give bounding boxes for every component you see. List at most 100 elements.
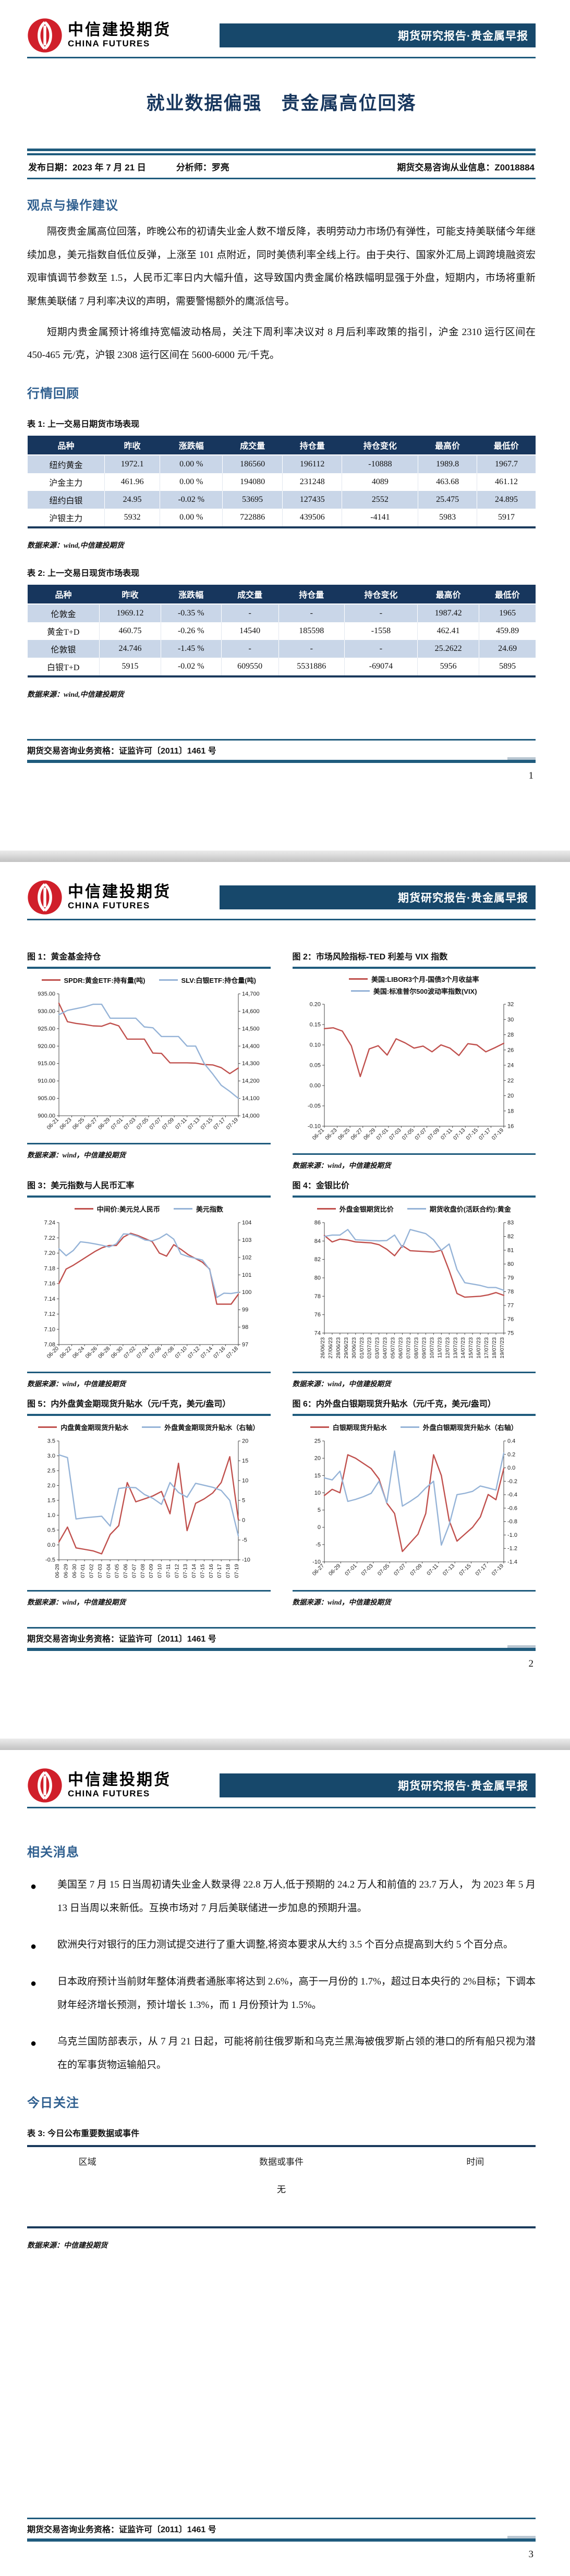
- svg-text:06-26: 06-26: [84, 1346, 99, 1360]
- table-cell: 沪银主力: [49, 514, 83, 523]
- chart-legend: 白银期现货升贴水 外盘白银期现货升贴水（右轴）: [293, 1421, 536, 1433]
- footer-rule-thin: [27, 2518, 536, 2519]
- svg-text:25: 25: [314, 1438, 321, 1445]
- table-cell: 25.475: [418, 490, 477, 509]
- svg-text:07-11: 07-11: [440, 1127, 454, 1141]
- figure-source: 数据来源：wind，中信建投期货: [27, 1380, 126, 1388]
- table-cell: 460.75: [99, 622, 161, 640]
- svg-text:06-27: 06-27: [349, 1127, 364, 1142]
- svg-text:910.00: 910.00: [38, 1078, 56, 1084]
- svg-text:07-18: 07-18: [225, 1346, 240, 1360]
- svg-text:15/07/23: 15/07/23: [468, 1337, 474, 1359]
- svg-text:18: 18: [507, 1108, 514, 1114]
- table-cell: 5915: [99, 657, 161, 676]
- legend-label: 白银期现货升贴水: [332, 1423, 387, 1432]
- legend-item: 美元指数: [173, 1204, 223, 1214]
- figure-source-rule: [292, 1372, 536, 1373]
- table-cell: -1.45 %: [161, 639, 222, 658]
- table-cell: 1989.8: [418, 454, 477, 473]
- svg-text:07-16: 07-16: [208, 1564, 214, 1578]
- table-header-cell: 成交量: [221, 584, 279, 605]
- table-cell: 25.2622: [417, 639, 479, 658]
- svg-text:-0.10: -0.10: [308, 1124, 321, 1130]
- chart-legend: 中间价:美元兑人民币 美元指数: [27, 1203, 271, 1214]
- brand-name-en: CHINA FUTURES: [68, 1788, 150, 1798]
- page-1: 中信建投期货 CHINA FUTURES 期货研究报告·贵金属早报 就业数据偏强…: [0, 0, 570, 851]
- legend-label: 期货收盘价(活跃合约):黄金: [429, 1205, 511, 1213]
- svg-text:24: 24: [507, 1063, 514, 1069]
- table-cell: 14540: [221, 622, 279, 640]
- table-cell: 1969.12: [99, 603, 161, 622]
- svg-text:20: 20: [314, 1456, 321, 1462]
- svg-text:80: 80: [507, 1261, 514, 1267]
- figure-caption: 图 3：美元指数与人民币汇率: [27, 1181, 135, 1190]
- futures-market-table: 品种 昨收 涨跌幅 成交量 持仓量 持仓变化 最高价 最低价 纽约黄金 1972.1 0.00 % 1…: [27, 435, 536, 528]
- svg-text:5: 5: [242, 1498, 245, 1504]
- svg-text:-0.8: -0.8: [507, 1519, 517, 1525]
- svg-text:06-30: 06-30: [71, 1564, 78, 1578]
- svg-text:0.5: 0.5: [47, 1527, 55, 1534]
- table2-source: 数据来源：wind,中信建投期货: [27, 691, 124, 699]
- svg-text:0.0: 0.0: [47, 1542, 55, 1548]
- svg-text:06-22: 06-22: [58, 1346, 73, 1360]
- report-title: 就业数据偏强 贵金属高位回落: [146, 93, 417, 114]
- legend-item: 美国:LIBOR3个月-国债3个月收益率: [348, 974, 479, 984]
- figure-caption: 图 2：市场风险指标-TED 利差与 VIX 指数: [292, 953, 448, 962]
- line-chart-fig6: -10 -5 0 5 10 15 20 25 -1.4 -1.2 -1.0 -0.8 -0.6 -0.4 -…: [311, 1438, 517, 1577]
- legend-label: 中间价:美元兑人民币: [96, 1205, 160, 1213]
- svg-text:80: 80: [314, 1275, 321, 1281]
- header-rule: [27, 1807, 536, 1808]
- legend-swatch: [74, 1207, 93, 1210]
- svg-text:07-10: 07-10: [157, 1564, 163, 1578]
- caption-rule: [292, 1414, 536, 1416]
- legend-label: 外盘白银期现货升贴水（右轴）: [422, 1423, 518, 1432]
- svg-text:15: 15: [314, 1473, 321, 1479]
- figure-source-rule: [27, 1143, 271, 1144]
- svg-text:03/07/23: 03/07/23: [374, 1337, 380, 1359]
- header-rule: [27, 919, 536, 920]
- svg-text:12/07/23: 12/07/23: [444, 1337, 451, 1359]
- svg-text:-1.2: -1.2: [507, 1546, 517, 1552]
- svg-text:07-01: 07-01: [344, 1563, 358, 1577]
- table-cell: 722886: [222, 508, 283, 527]
- table-cell: 24.95: [104, 490, 160, 509]
- table-cell: 461.12: [476, 473, 536, 491]
- figure-1: 图 1：黄金基金持仓 SPDR:黄金ETF:持有量(吨) SLV:白银ETF:持仓量…: [27, 950, 271, 1170]
- legend-swatch: [310, 1426, 329, 1428]
- svg-text:82: 82: [314, 1256, 321, 1263]
- svg-text:-10: -10: [312, 1559, 321, 1566]
- svg-text:07-08: 07-08: [140, 1564, 146, 1578]
- svg-text:7.16: 7.16: [44, 1281, 55, 1287]
- news-item: 日本政府预计当前财年整体消费者通胀率将达到 2.6%，高于一月份的 1.7%，超…: [27, 1970, 536, 2017]
- svg-text:07-19: 07-19: [225, 1117, 240, 1131]
- table-cell: 无: [276, 2185, 286, 2195]
- figure-source: 数据来源：wind，中信建投期货: [292, 1380, 391, 1388]
- citic-logo: [28, 18, 62, 53]
- legend-swatch: [348, 978, 368, 980]
- svg-text:16/07/23: 16/07/23: [476, 1337, 482, 1359]
- svg-text:75: 75: [507, 1330, 514, 1337]
- svg-text:07-04: 07-04: [106, 1564, 112, 1578]
- legend-item: 外盘黄金期现货升贴水（右轴）: [142, 1422, 259, 1432]
- svg-text:1.0: 1.0: [47, 1512, 55, 1519]
- svg-text:07-09: 07-09: [427, 1127, 441, 1142]
- svg-text:77: 77: [507, 1303, 514, 1309]
- svg-text:-10: -10: [242, 1557, 250, 1563]
- table-cell: 纽约白银: [27, 490, 105, 509]
- table-cell: 24.895: [476, 490, 536, 509]
- page-number: 1: [528, 770, 534, 781]
- svg-text:07-11: 07-11: [165, 1564, 172, 1577]
- svg-text:07-19: 07-19: [234, 1564, 240, 1578]
- svg-text:06-28: 06-28: [54, 1564, 60, 1578]
- svg-text:07-16: 07-16: [212, 1346, 227, 1360]
- svg-text:3.0: 3.0: [47, 1453, 55, 1459]
- svg-text:07-17: 07-17: [212, 1117, 227, 1131]
- footer-qualification: 期货交易咨询业务资格：证监许可〔2011〕1461 号: [27, 1635, 216, 1644]
- svg-text:14,000: 14,000: [242, 1113, 260, 1119]
- legend-item: 中间价:美元兑人民币: [74, 1204, 160, 1214]
- table-header-cell: 最高价: [418, 435, 477, 455]
- legend-item: 外盘白银期现货升贴水（右轴）: [400, 1422, 518, 1432]
- caption-rule: [292, 967, 536, 969]
- figure-source: 数据来源：wind，中信建投期货: [27, 1151, 126, 1159]
- table-cell: -: [278, 639, 345, 658]
